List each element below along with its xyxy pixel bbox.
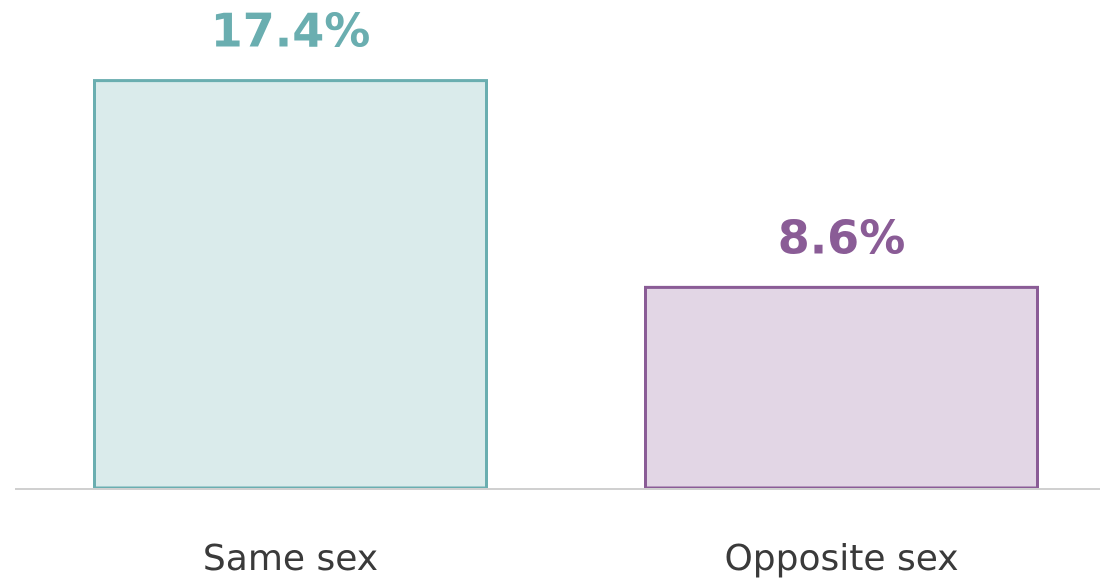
value-label: 8.6% xyxy=(778,210,906,264)
category-label: Same sex xyxy=(203,538,378,579)
bar-fill xyxy=(644,285,1039,488)
value-label: 17.4% xyxy=(211,4,371,58)
bar-fill xyxy=(93,79,488,488)
category-label: Opposite sex xyxy=(724,538,958,579)
